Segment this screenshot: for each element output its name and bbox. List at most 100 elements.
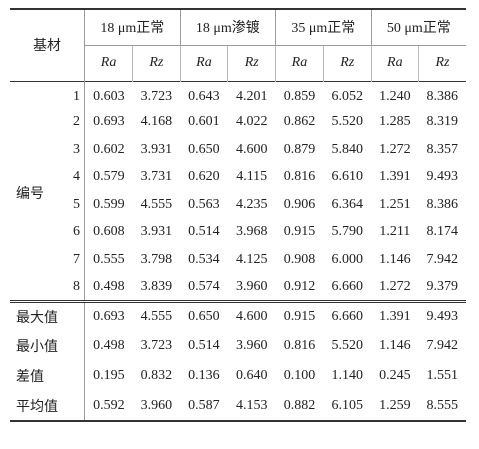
cell: 0.915 [283, 224, 316, 240]
cell: 0.912 [283, 278, 316, 294]
cell: 0.640 [235, 368, 268, 383]
cell: 0.620 [188, 169, 220, 185]
cell: 0.879 [283, 141, 316, 157]
cell: 4.555 [140, 196, 173, 212]
row-number: 5 [60, 191, 85, 219]
cell: 8.174 [426, 224, 459, 240]
cell: 6.610 [331, 169, 363, 185]
table-row: 2 0.693 4.168 0.601 4.022 0.862 5.520 1.285 8.31… [10, 108, 466, 136]
cell: 4.555 [140, 308, 173, 324]
table-row: 编号 1 0.603 3.723 0.643 4.201 0.859 6.052 1.240 8.… [10, 81, 466, 202]
table-row: 3 0.602 3.931 0.650 4.600 0.879 5.840 1.272 8.35… [10, 136, 466, 164]
sub-header: Rz [322, 45, 372, 81]
cell: 0.906 [283, 196, 316, 212]
table-row: 4 0.579 3.731 0.620 4.115 0.816 6.610 1.391 9.49… [10, 163, 466, 191]
cell: 3.798 [140, 251, 173, 267]
cell: 3.960 [235, 278, 268, 294]
corner-header: 基材 [10, 9, 85, 81]
row-number: 6 [60, 218, 85, 246]
cell: 3.839 [140, 278, 173, 294]
table-row: 5 0.599 4.555 0.563 4.235 0.906 6.364 1.251 8.38… [10, 191, 466, 219]
cell: 4.168 [140, 114, 173, 130]
cell: 3.731 [140, 169, 173, 185]
cell: 0.608 [93, 224, 125, 240]
cell: 3.931 [140, 141, 173, 157]
cell: 5.790 [331, 224, 363, 240]
cell: 0.832 [140, 368, 173, 383]
row-number: 8 [60, 273, 85, 301]
cell: 8.386 [426, 89, 459, 104]
cell: 1.146 [379, 251, 411, 267]
cell: 5.520 [331, 338, 363, 353]
cell: 9.493 [426, 169, 459, 185]
cell: 6.000 [331, 251, 363, 267]
summary-row: 平均值 0.592 3.960 0.587 4.153 0.882 6.105 1.259 8.… [10, 391, 466, 421]
cell: 4.153 [235, 397, 268, 413]
cell: 0.563 [188, 196, 220, 212]
cell: 1.391 [379, 308, 411, 324]
sub-header: Rz [132, 45, 181, 81]
cell: 0.601 [188, 114, 220, 130]
sub-header: Rz [418, 45, 466, 81]
cell: 1.251 [379, 196, 411, 212]
cell: 0.555 [93, 251, 125, 267]
summary-row: 差值 0.195 0.832 0.136 0.640 0.100 1.140 0.245 1.5… [10, 361, 466, 391]
cell: 5.520 [331, 114, 363, 130]
cell: 0.592 [93, 397, 125, 413]
cell: 8.357 [426, 141, 459, 157]
cell: 0.650 [188, 141, 220, 157]
sub-header: Rz [227, 45, 276, 81]
cell: 0.534 [188, 251, 220, 267]
cell: 3.931 [140, 224, 173, 240]
table-row: 6 0.608 3.931 0.514 3.968 0.915 5.790 1.211 8.17… [10, 218, 466, 246]
group-header: 18 μm渗镀 [179, 9, 276, 46]
cell: 0.816 [283, 338, 316, 353]
cell: 0.650 [188, 308, 220, 324]
cell: 0.602 [93, 141, 125, 157]
cell: 4.600 [235, 141, 268, 157]
cell: 0.915 [283, 308, 316, 324]
row-number: 4 [60, 163, 85, 191]
cell: 0.574 [188, 278, 220, 294]
group-header: 18 μm正常 [84, 9, 181, 46]
cell: 1.140 [331, 368, 363, 383]
summary-label: 最小值 [10, 331, 85, 361]
cell: 1.272 [379, 141, 411, 157]
cell: 3.960 [235, 338, 268, 353]
cell: 0.908 [283, 251, 316, 267]
cell: 4.235 [235, 196, 268, 212]
cell: 4.022 [235, 114, 268, 130]
cell: 0.514 [188, 338, 220, 353]
summary-label: 差值 [10, 361, 85, 391]
cell: 3.968 [235, 224, 268, 240]
cell: 0.693 [93, 308, 125, 324]
cell: 3.960 [140, 397, 173, 413]
cell: 3.723 [140, 89, 173, 104]
cell: 0.579 [93, 169, 125, 185]
row-number: 7 [60, 246, 85, 274]
cell: 9.493 [426, 308, 459, 324]
row-group-label: 编号 [16, 186, 44, 202]
cell: 5.840 [331, 141, 363, 157]
cell: 1.240 [379, 89, 411, 104]
cell: 4.201 [235, 89, 268, 104]
cell: 1.272 [379, 278, 411, 294]
cell: 0.816 [283, 169, 316, 185]
group-header: 50 μm正常 [370, 9, 466, 46]
cell: 0.859 [283, 89, 316, 104]
summary-row: 最小值 0.498 3.723 0.514 3.960 0.816 5.520 1.146 7.… [10, 331, 466, 361]
table-row: 8 0.498 3.839 0.574 3.960 0.912 6.660 1.272 9.37… [10, 273, 466, 301]
cell: 0.498 [93, 278, 125, 294]
summary-row: 最大值 0.693 4.555 0.650 4.600 0.915 6.660 1.391 9.… [10, 301, 466, 331]
cell: 4.115 [236, 169, 268, 185]
cell: 8.319 [426, 114, 459, 130]
table-row: 7 0.555 3.798 0.534 4.125 0.908 6.000 1.146 7.94… [10, 246, 466, 274]
cell: 0.599 [93, 196, 125, 212]
cell: 6.660 [331, 308, 363, 324]
cell: 8.555 [426, 397, 459, 413]
sub-header: Ra [179, 45, 228, 81]
cell: 0.693 [93, 114, 125, 130]
cell: 0.514 [188, 224, 220, 240]
cell: 0.587 [188, 397, 220, 413]
